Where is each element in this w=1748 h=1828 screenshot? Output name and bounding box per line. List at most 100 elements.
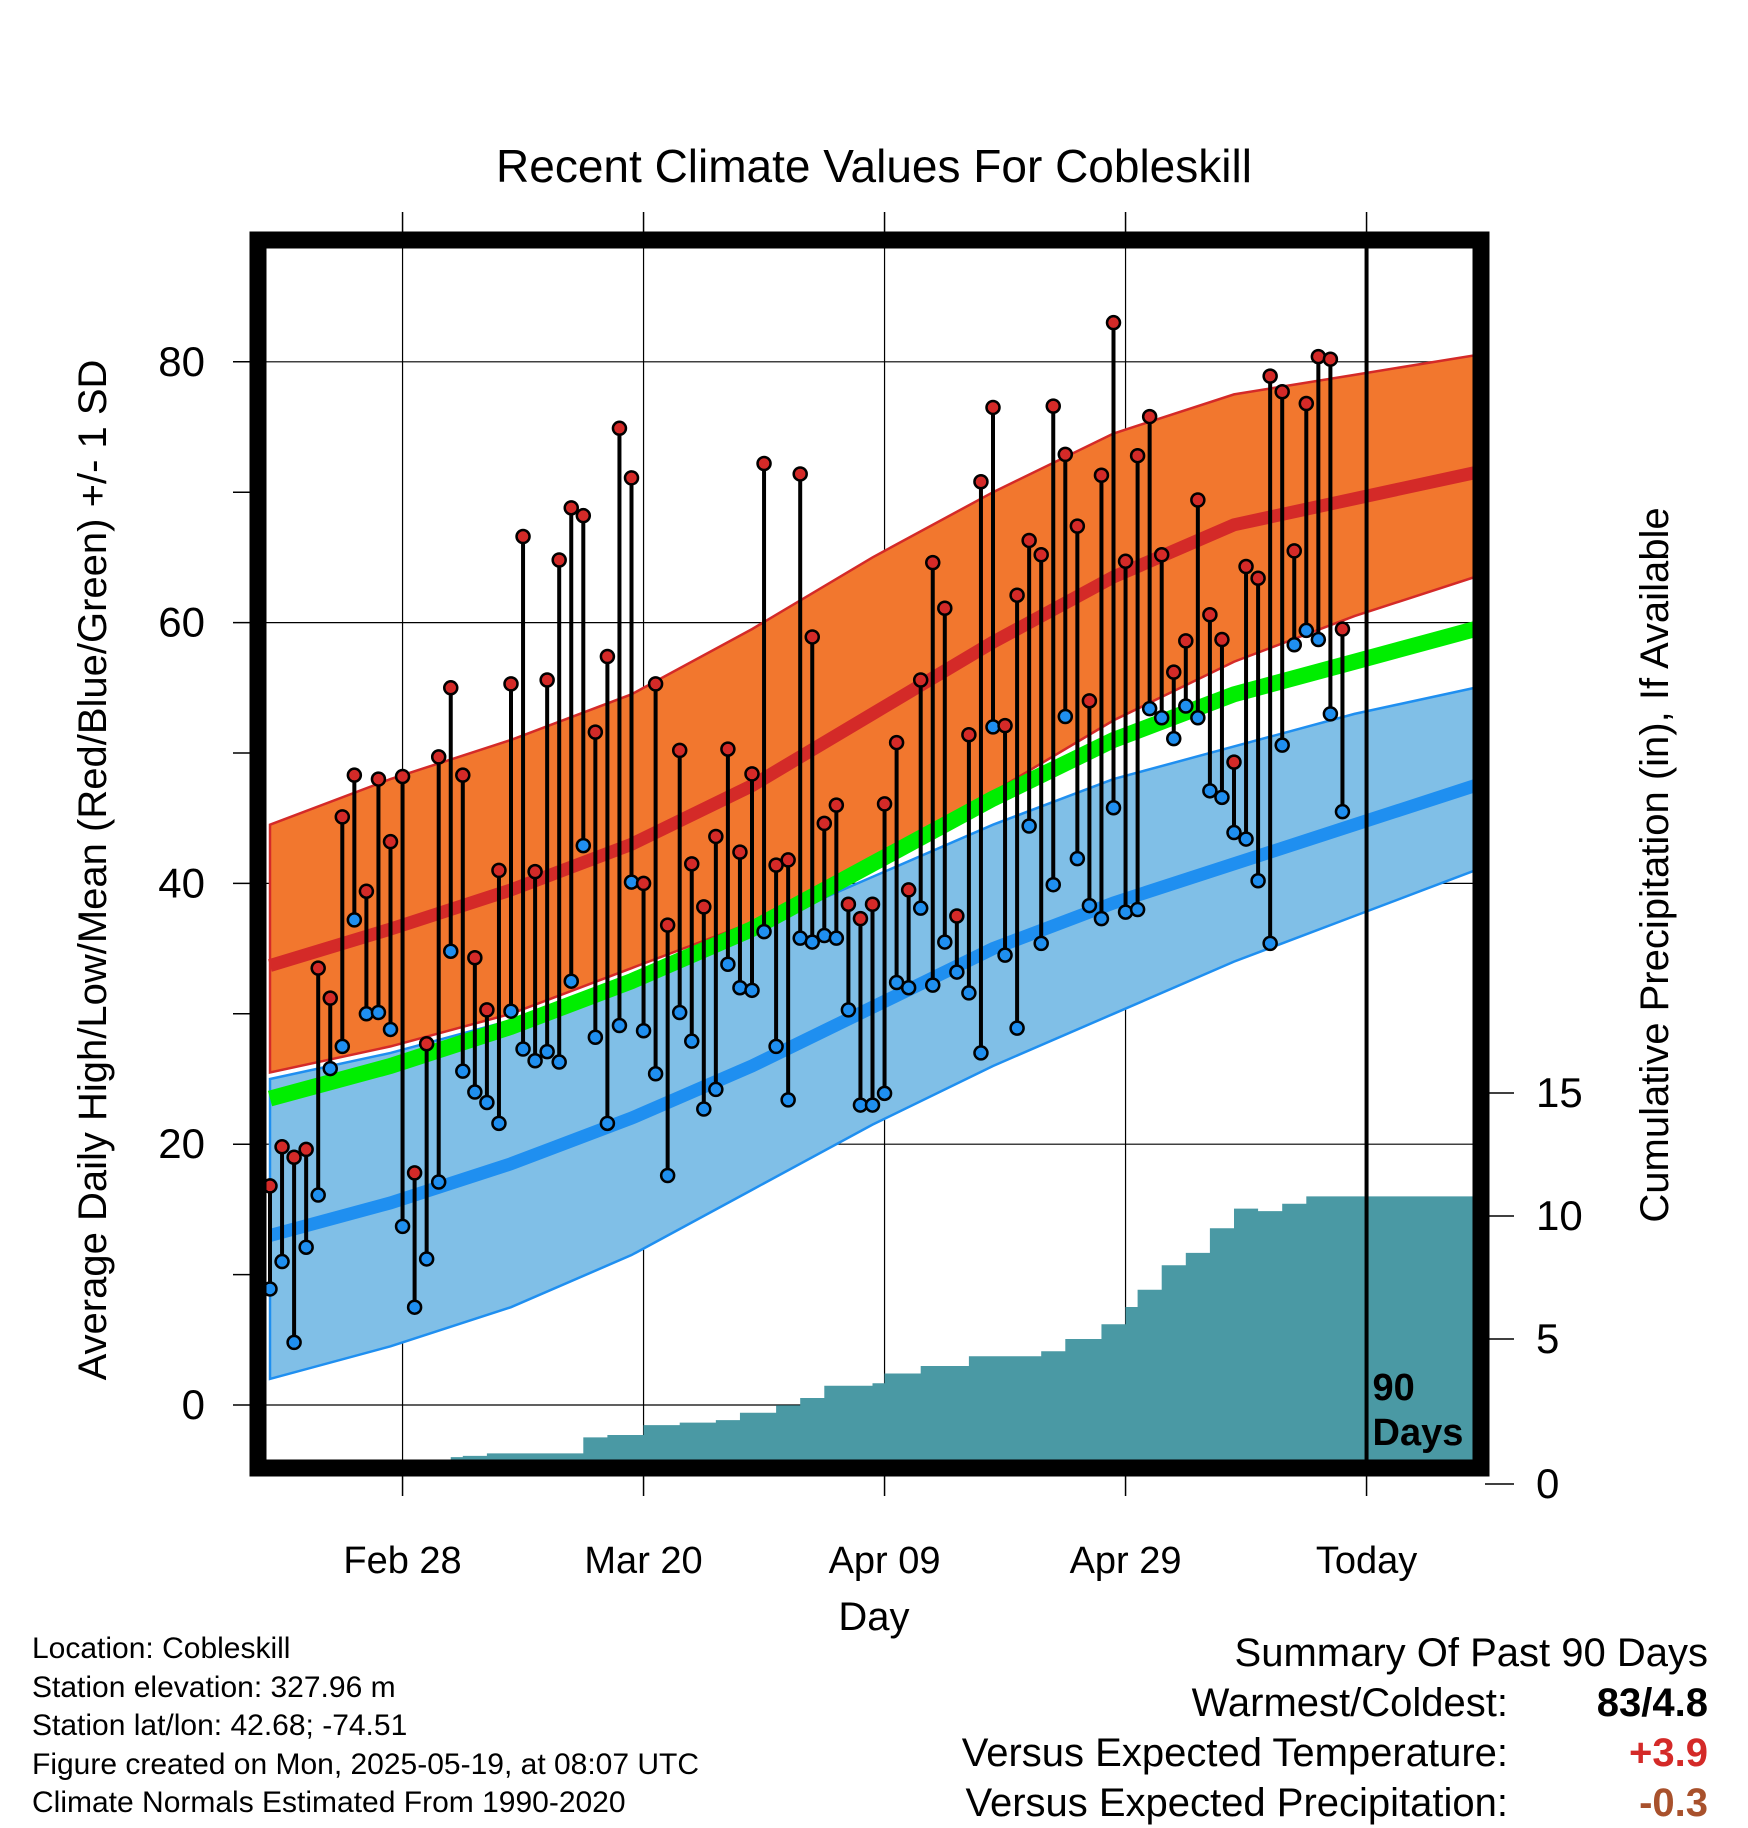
daily-low-point	[1153, 710, 1170, 726]
daily-high-point	[925, 554, 941, 571]
daily-low-point	[539, 1043, 555, 1060]
x-tick-label: Today	[1316, 1540, 1417, 1582]
daily-high-point	[1166, 664, 1182, 680]
daily-high-point	[756, 455, 772, 472]
precip-tick-label: 10	[1536, 1192, 1583, 1239]
daily-high-point	[1274, 384, 1290, 400]
daily-low-point	[527, 1052, 543, 1069]
daily-low-point	[515, 1041, 531, 1057]
daily-low-point	[503, 1003, 519, 1019]
daily-low-point	[286, 1334, 302, 1351]
daily-high-point	[322, 990, 338, 1006]
daily-high-point	[659, 917, 676, 933]
daily-low-point	[1310, 631, 1327, 648]
daily-high-point	[961, 726, 977, 743]
cumulative-precip-area	[438, 1196, 1476, 1462]
daily-high-point	[1298, 395, 1315, 412]
daily-high-point	[792, 466, 808, 482]
summary-precip: Versus Expected Precipitation: -0.3	[962, 1778, 1708, 1828]
footer-latlon: Station lat/lon: 42.68; -74.51	[32, 1709, 408, 1742]
daily-low-point	[1033, 935, 1049, 952]
daily-low-point	[394, 1218, 411, 1235]
daily-high-point	[1202, 607, 1218, 623]
daily-low-point	[382, 1021, 399, 1038]
daily-low-point	[828, 930, 845, 946]
daily-high-point	[973, 474, 989, 490]
summary-warmest-coldest: Warmest/Coldest: 83/4.8	[962, 1678, 1708, 1728]
daily-high-point	[708, 828, 724, 845]
daily-high-point	[1141, 408, 1158, 425]
daily-high-point	[491, 862, 507, 879]
y-tick-label: 80	[158, 338, 205, 385]
daily-high-point	[732, 844, 748, 860]
daily-low-point	[370, 1004, 387, 1021]
daily-high-point	[1069, 518, 1086, 534]
daily-high-point	[876, 796, 893, 812]
daily-low-point	[659, 1167, 676, 1184]
precip-tick-label: 0	[1536, 1460, 1559, 1507]
y-tick-label: 20	[158, 1120, 205, 1167]
daily-high-point	[611, 420, 628, 437]
daily-low-point	[973, 1045, 989, 1061]
daily-high-point	[912, 672, 929, 688]
daily-low-point	[1298, 622, 1315, 639]
daily-low-point	[647, 1066, 664, 1082]
daily-high-point	[1190, 492, 1206, 508]
y-tick-label: 60	[158, 599, 205, 646]
daily-low-point	[1262, 935, 1278, 952]
daily-low-point	[768, 1038, 784, 1055]
daily-low-point	[696, 1101, 712, 1117]
daily-high-point	[1262, 368, 1278, 384]
daily-low-point	[611, 1017, 628, 1034]
daily-low-point	[1045, 876, 1061, 893]
daily-high-point	[382, 833, 399, 850]
daily-high-point	[1178, 633, 1194, 649]
daily-low-point	[1238, 831, 1254, 847]
daily-low-point	[1093, 910, 1110, 927]
x-tick-label: Apr 09	[829, 1540, 941, 1582]
daily-high-point	[1238, 558, 1254, 575]
daily-low-point	[708, 1081, 724, 1098]
x-axis-label: Day	[838, 1595, 909, 1639]
daily-low-point	[1057, 708, 1074, 725]
daily-high-point	[1117, 553, 1134, 570]
summary-panel: Summary Of Past 90 Days Warmest/Coldest:…	[962, 1628, 1708, 1828]
daily-low-point	[443, 943, 459, 959]
daily-high-point	[503, 676, 519, 692]
daily-low-point	[430, 1174, 447, 1190]
daily-high-point	[1214, 631, 1230, 648]
daily-low-point	[1334, 803, 1351, 820]
daily-high-point	[1057, 446, 1074, 463]
footer-normals: Climate Normals Estimated From 1990-2020	[32, 1786, 626, 1819]
daily-high-point	[310, 960, 326, 976]
precip-tick-label: 5	[1536, 1315, 1559, 1362]
summary-temp: Versus Expected Temperature: +3.9	[962, 1728, 1708, 1778]
y-axis-label-right: Cumulative Precipitation (in), If Availa…	[1633, 507, 1677, 1222]
daily-high-point	[900, 882, 917, 898]
daily-high-point	[937, 600, 953, 617]
daily-high-point	[443, 680, 459, 696]
daily-high-point	[599, 648, 616, 665]
summary-heading: Summary Of Past 90 Days	[1234, 1631, 1708, 1675]
daily-low-point	[274, 1253, 290, 1270]
daily-low-point	[1274, 737, 1290, 753]
today-marker-label: 90	[1373, 1367, 1415, 1409]
daily-high-point	[370, 771, 387, 787]
daily-low-point	[587, 1029, 604, 1046]
daily-low-point	[864, 1097, 881, 1113]
daily-high-point	[1045, 398, 1061, 414]
daily-low-point	[551, 1054, 567, 1070]
daily-high-point	[816, 815, 833, 832]
x-tick-label: Apr 29	[1070, 1540, 1182, 1582]
daily-high-point	[394, 768, 411, 785]
daily-high-point	[635, 875, 652, 892]
precip-label: Versus Expected Precipitation:	[965, 1781, 1508, 1825]
daily-low-point	[334, 1038, 351, 1055]
daily-high-point	[1093, 467, 1110, 483]
daily-high-point	[334, 809, 351, 825]
daily-low-point	[455, 1063, 471, 1079]
daily-high-point	[684, 856, 700, 872]
daily-high-point	[647, 676, 664, 692]
daily-low-point	[1214, 789, 1230, 806]
